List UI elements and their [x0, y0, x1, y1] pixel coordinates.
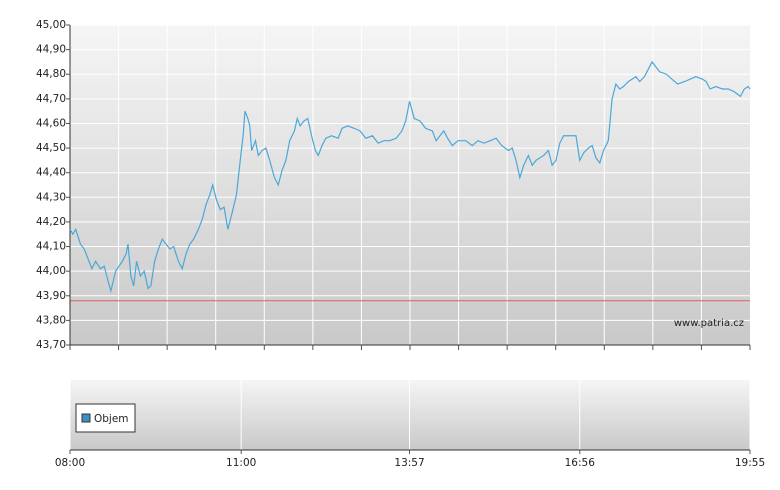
y-tick-label: 44,50	[36, 142, 66, 154]
y-tick-label: 43,80	[36, 314, 66, 326]
y-tick-label: 44,40	[36, 167, 66, 179]
y-tick-label: 44,30	[36, 191, 66, 203]
x-tick-label: 08:00	[55, 457, 85, 469]
y-tick-label: 44,00	[36, 265, 66, 277]
y-tick-label: 45,00	[36, 19, 66, 31]
y-tick-label: 43,90	[36, 290, 66, 302]
watermark: www.patria.cz	[674, 318, 744, 329]
x-tick-label: 19:55	[735, 457, 765, 469]
x-tick-label: 13:57	[394, 457, 424, 469]
y-tick-label: 44,70	[36, 93, 66, 105]
y-tick-label: 44,10	[36, 241, 66, 253]
y-tick-label: 44,80	[36, 68, 66, 80]
y-tick-label: 44,20	[36, 216, 66, 228]
y-tick-label: 43,70	[36, 339, 66, 351]
x-tick-label: 11:00	[226, 457, 256, 469]
y-tick-label: 44,90	[36, 44, 66, 56]
price-line	[69, 60, 751, 294]
legend-label: Objem	[94, 413, 129, 425]
x-tick-label: 16:56	[565, 457, 596, 469]
legend-swatch	[81, 413, 91, 423]
y-tick-label: 44,60	[36, 117, 66, 129]
